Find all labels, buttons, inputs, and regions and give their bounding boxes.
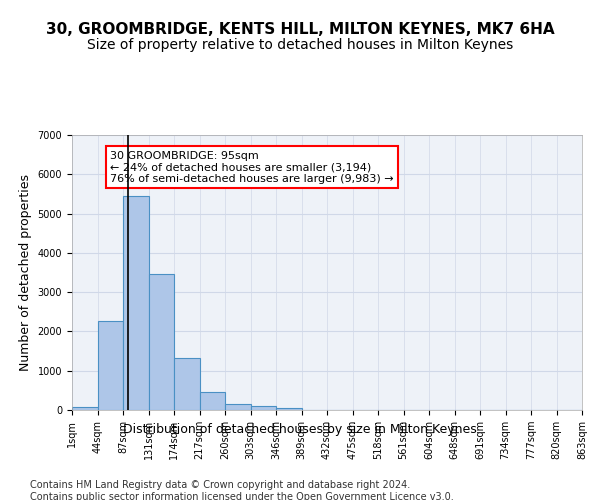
- Bar: [199, 392, 225, 410]
- Bar: [225, 404, 251, 410]
- Bar: [149, 274, 174, 410]
- Text: Size of property relative to detached houses in Milton Keynes: Size of property relative to detached ho…: [87, 38, 513, 52]
- Text: Distribution of detached houses by size in Milton Keynes: Distribution of detached houses by size …: [123, 422, 477, 436]
- Bar: [97, 321, 123, 410]
- Text: Contains HM Land Registry data © Crown copyright and database right 2024.
Contai: Contains HM Land Registry data © Crown c…: [30, 480, 454, 500]
- Bar: [72, 407, 97, 410]
- Text: 30, GROOMBRIDGE, KENTS HILL, MILTON KEYNES, MK7 6HA: 30, GROOMBRIDGE, KENTS HILL, MILTON KEYN…: [46, 22, 554, 38]
- Bar: [276, 408, 302, 410]
- Bar: [251, 406, 276, 410]
- Y-axis label: Number of detached properties: Number of detached properties: [19, 174, 32, 371]
- Text: 30 GROOMBRIDGE: 95sqm
← 24% of detached houses are smaller (3,194)
76% of semi-d: 30 GROOMBRIDGE: 95sqm ← 24% of detached …: [110, 150, 394, 184]
- Bar: [174, 358, 199, 410]
- Bar: [123, 196, 149, 410]
